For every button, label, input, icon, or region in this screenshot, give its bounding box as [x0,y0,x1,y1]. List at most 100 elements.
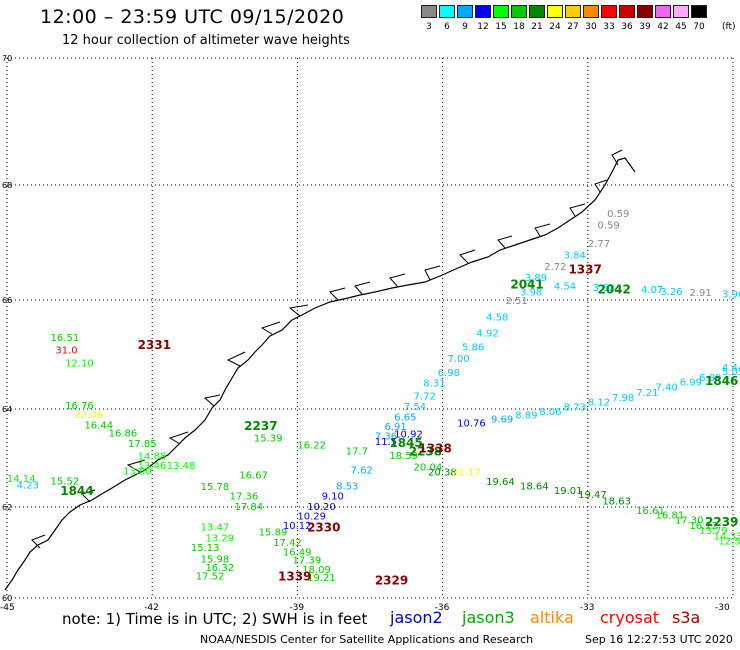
wave-height-value: 10.76 [457,419,486,430]
legend-label: 18 [513,22,525,32]
legend-label: 15 [495,22,507,32]
wave-height-value: 19.64 [486,477,515,488]
wave-height-value: 10.92 [394,429,423,440]
legend-swatch [457,5,473,18]
wave-height-value: 16.86 [109,428,138,439]
wave-height-value: 19.47 [578,490,607,501]
coastline-fjords [31,149,623,549]
wave-height-value: 7.72 [414,392,436,403]
pass-time: 1337 [568,263,601,277]
lat-tick-label: 70 [2,54,12,63]
wave-height-value: 16.44 [84,421,113,432]
wave-height-value: 8.73 [564,402,586,413]
wave-height-value: 6.89 [699,373,721,384]
wave-height-value: 3.84 [564,251,586,262]
wave-height-value: 14.33 [714,531,740,542]
wave-height-value: 7.54 [404,402,426,413]
wave-height-value: 13.29 [205,534,234,545]
wave-height-value: 17.30 [675,515,704,526]
wave-height-value: 15.98 [201,555,230,566]
legend-label: 36 [621,22,633,32]
wave-height-value: 12.10 [65,358,94,369]
legend-swatch [619,5,635,18]
lon-tick-label: -33 [580,603,595,613]
legend-label: 3 [426,22,432,32]
wave-height-value: 2.91 [689,288,711,299]
legend-swatch [565,5,581,18]
legend-label: 33 [603,22,615,32]
wave-height-value: 18.09 [302,565,331,576]
legend-label: 24 [549,22,561,32]
wave-height-value: 16.51 [51,333,80,344]
wave-height-value: 6.65 [394,412,416,423]
wave-height-value: 3.62 [593,283,615,294]
pass-time: 1845 [389,436,422,450]
wave-height-value: 17.52 [196,571,225,582]
wave-height-value: 13.47 [201,523,230,534]
wave-height-value: 2.51 [506,296,528,307]
legend-swatch [439,5,455,18]
wave-height-value: 8.12 [588,398,610,409]
wave-height-value: 13.48 [167,461,196,472]
wave-height-value: 16.49 [283,548,312,559]
wave-height-value: 7.98 [612,393,634,404]
wave-height-value: 16.22 [297,441,326,452]
timestamp: Sep 16 12:27:53 UTC 2020 [585,633,733,646]
footer-note: note: 1) Time is in UTC; 2) SWH is in fe… [62,610,368,628]
wave-height-value: 3.26 [660,287,682,298]
lon-tick-label: -39 [289,603,304,613]
legend-label: 42 [657,22,669,32]
legend-label: 21 [531,22,543,32]
lat-tick-label: 68 [2,181,12,190]
wave-height-value: 15.39 [254,433,283,444]
wave-height-value: 11.5 [375,437,397,448]
pass-time: 2331 [138,338,171,352]
legend-swatch [529,5,545,18]
wave-height-value: 3.96 [722,290,740,301]
legend-swatch [475,5,491,18]
wave-height-value: 4.44 [722,363,740,374]
lat-tick-label: 64 [2,405,12,414]
legend-swatch [583,5,599,18]
wave-height-value: 8.06 [539,407,561,418]
wave-height-value: 17.85 [128,439,157,450]
wave-height-value: 31.0 [55,345,77,356]
wave-height-value: 16.22 [689,521,718,532]
legend-unit: (ft) [722,22,736,32]
pass-time: 1338 [418,442,451,456]
pass-time: 2237 [244,419,277,433]
satellite-label: altika [530,608,574,627]
legend-swatch [421,5,437,18]
legend-label: 12 [477,22,489,32]
wave-height-value: 3.89 [525,273,547,284]
wave-height-value: 20.38 [428,468,457,479]
wave-height-value: 14.88 [138,451,167,462]
wave-height-value: 4.23 [17,480,39,491]
legend-label: 9 [462,22,468,32]
pass-time: 2042 [597,283,630,297]
wave-height-value: 12.57 [718,536,740,547]
axis-tick-labels: 70 68 66 64 62 60-45 -42 -39 -36 -33 -30 [0,54,730,613]
wave-height-value: 16.81 [656,510,685,521]
satellite-label: jason2 [390,608,443,627]
wave-height-value: 20.04 [414,463,443,474]
wave-height-value: 19.01 [554,486,583,497]
wave-height-value: 3.98 [520,287,542,298]
wave-height-value: 7.40 [656,382,678,393]
legend-swatch [673,5,689,18]
wave-height-value: 8.31 [423,379,445,390]
legend-swatch [493,5,509,18]
wave-height-labels: 0.590.59 2.77 2.72 2.51 2.91 3.84 3.89 4.54 3.98… [7,209,740,584]
lon-tick-label: -36 [435,603,450,613]
lon-tick-label: -42 [144,603,159,613]
wave-height-value: 0.59 [597,221,619,232]
legend-label: 27 [567,22,579,32]
wave-height-value: 18.59 [389,451,418,462]
lat-tick-label: 66 [2,296,12,305]
wave-height-value: 17.36 [230,492,259,503]
wave-height-value: 18.63 [602,497,631,508]
wave-height-value: 7.36 [375,431,397,442]
wave-height-value: 21.17 [452,468,481,479]
